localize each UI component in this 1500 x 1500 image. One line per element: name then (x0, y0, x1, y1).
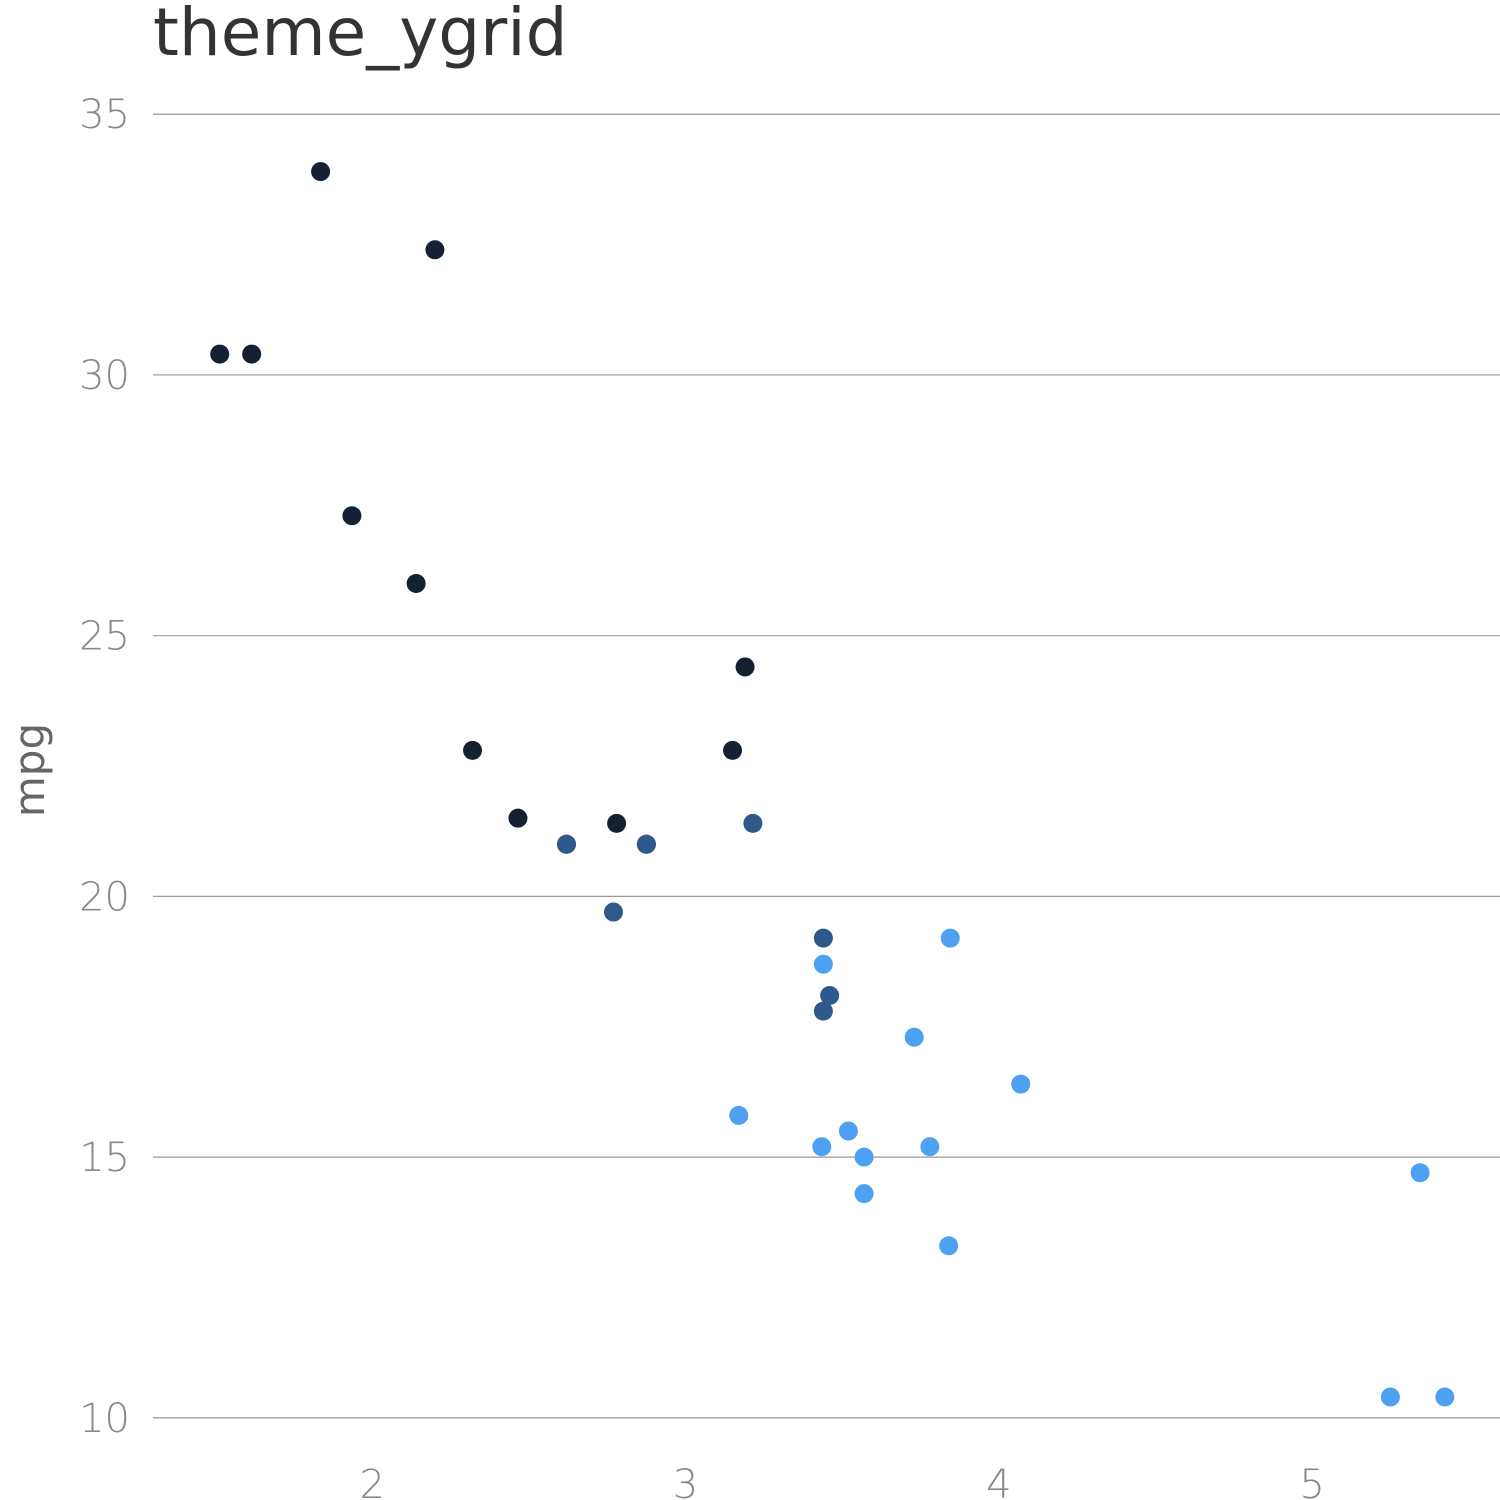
data-point-series-3 (904, 1027, 924, 1047)
y-tick-label: 10 (79, 1396, 130, 1442)
data-point-series-1 (508, 808, 528, 828)
x-tick-label: 3 (673, 1462, 698, 1500)
x-tick-label: 4 (986, 1462, 1011, 1500)
data-point-series-3 (940, 928, 960, 948)
data-point-series-2 (743, 813, 763, 833)
data-points (210, 162, 1455, 1407)
data-point-series-3 (854, 1184, 874, 1204)
y-axis-label: mpg (5, 723, 54, 817)
data-point-series-2 (820, 985, 840, 1005)
data-point-series-3 (1410, 1163, 1430, 1183)
data-point-series-2 (813, 928, 833, 948)
data-point-series-1 (242, 344, 262, 364)
data-point-series-1 (463, 740, 483, 760)
y-tick-label: 20 (79, 874, 130, 920)
data-point-series-3 (729, 1105, 749, 1125)
data-point-series-1 (735, 657, 755, 677)
y-tick-label: 35 (79, 92, 130, 138)
y-tick-label: 25 (79, 614, 130, 660)
data-point-series-3 (920, 1137, 940, 1157)
data-point-series-1 (406, 574, 426, 594)
data-point-series-3 (812, 1137, 832, 1157)
chart-title: theme_ygrid (153, 0, 568, 71)
gridlines (153, 113, 1500, 1419)
y-tick-label: 30 (79, 353, 130, 399)
data-point-series-2 (636, 834, 656, 854)
data-point-series-3 (813, 954, 833, 974)
data-point-series-3 (1380, 1387, 1400, 1407)
data-point-series-3 (1011, 1074, 1031, 1094)
data-point-series-3 (838, 1121, 858, 1141)
x-tick-label: 5 (1299, 1462, 1324, 1500)
data-point-series-1 (723, 740, 743, 760)
data-point-series-1 (342, 506, 362, 526)
data-point-series-2 (556, 834, 576, 854)
data-point-series-3 (854, 1147, 874, 1167)
data-point-series-2 (813, 1001, 833, 1021)
data-point-series-2 (603, 902, 623, 922)
data-point-series-1 (210, 344, 230, 364)
data-point-series-1 (425, 240, 445, 260)
data-point-series-1 (607, 813, 627, 833)
y-tick-label: 15 (79, 1135, 130, 1181)
data-point-series-3 (939, 1236, 959, 1256)
data-point-series-1 (311, 162, 331, 182)
data-point-series-3 (1435, 1387, 1455, 1407)
y-tick-labels: 10 15 20 25 30 35 (79, 92, 130, 1442)
x-tick-label: 2 (360, 1462, 385, 1500)
x-tick-labels: 2 3 4 5 (360, 1462, 1325, 1500)
